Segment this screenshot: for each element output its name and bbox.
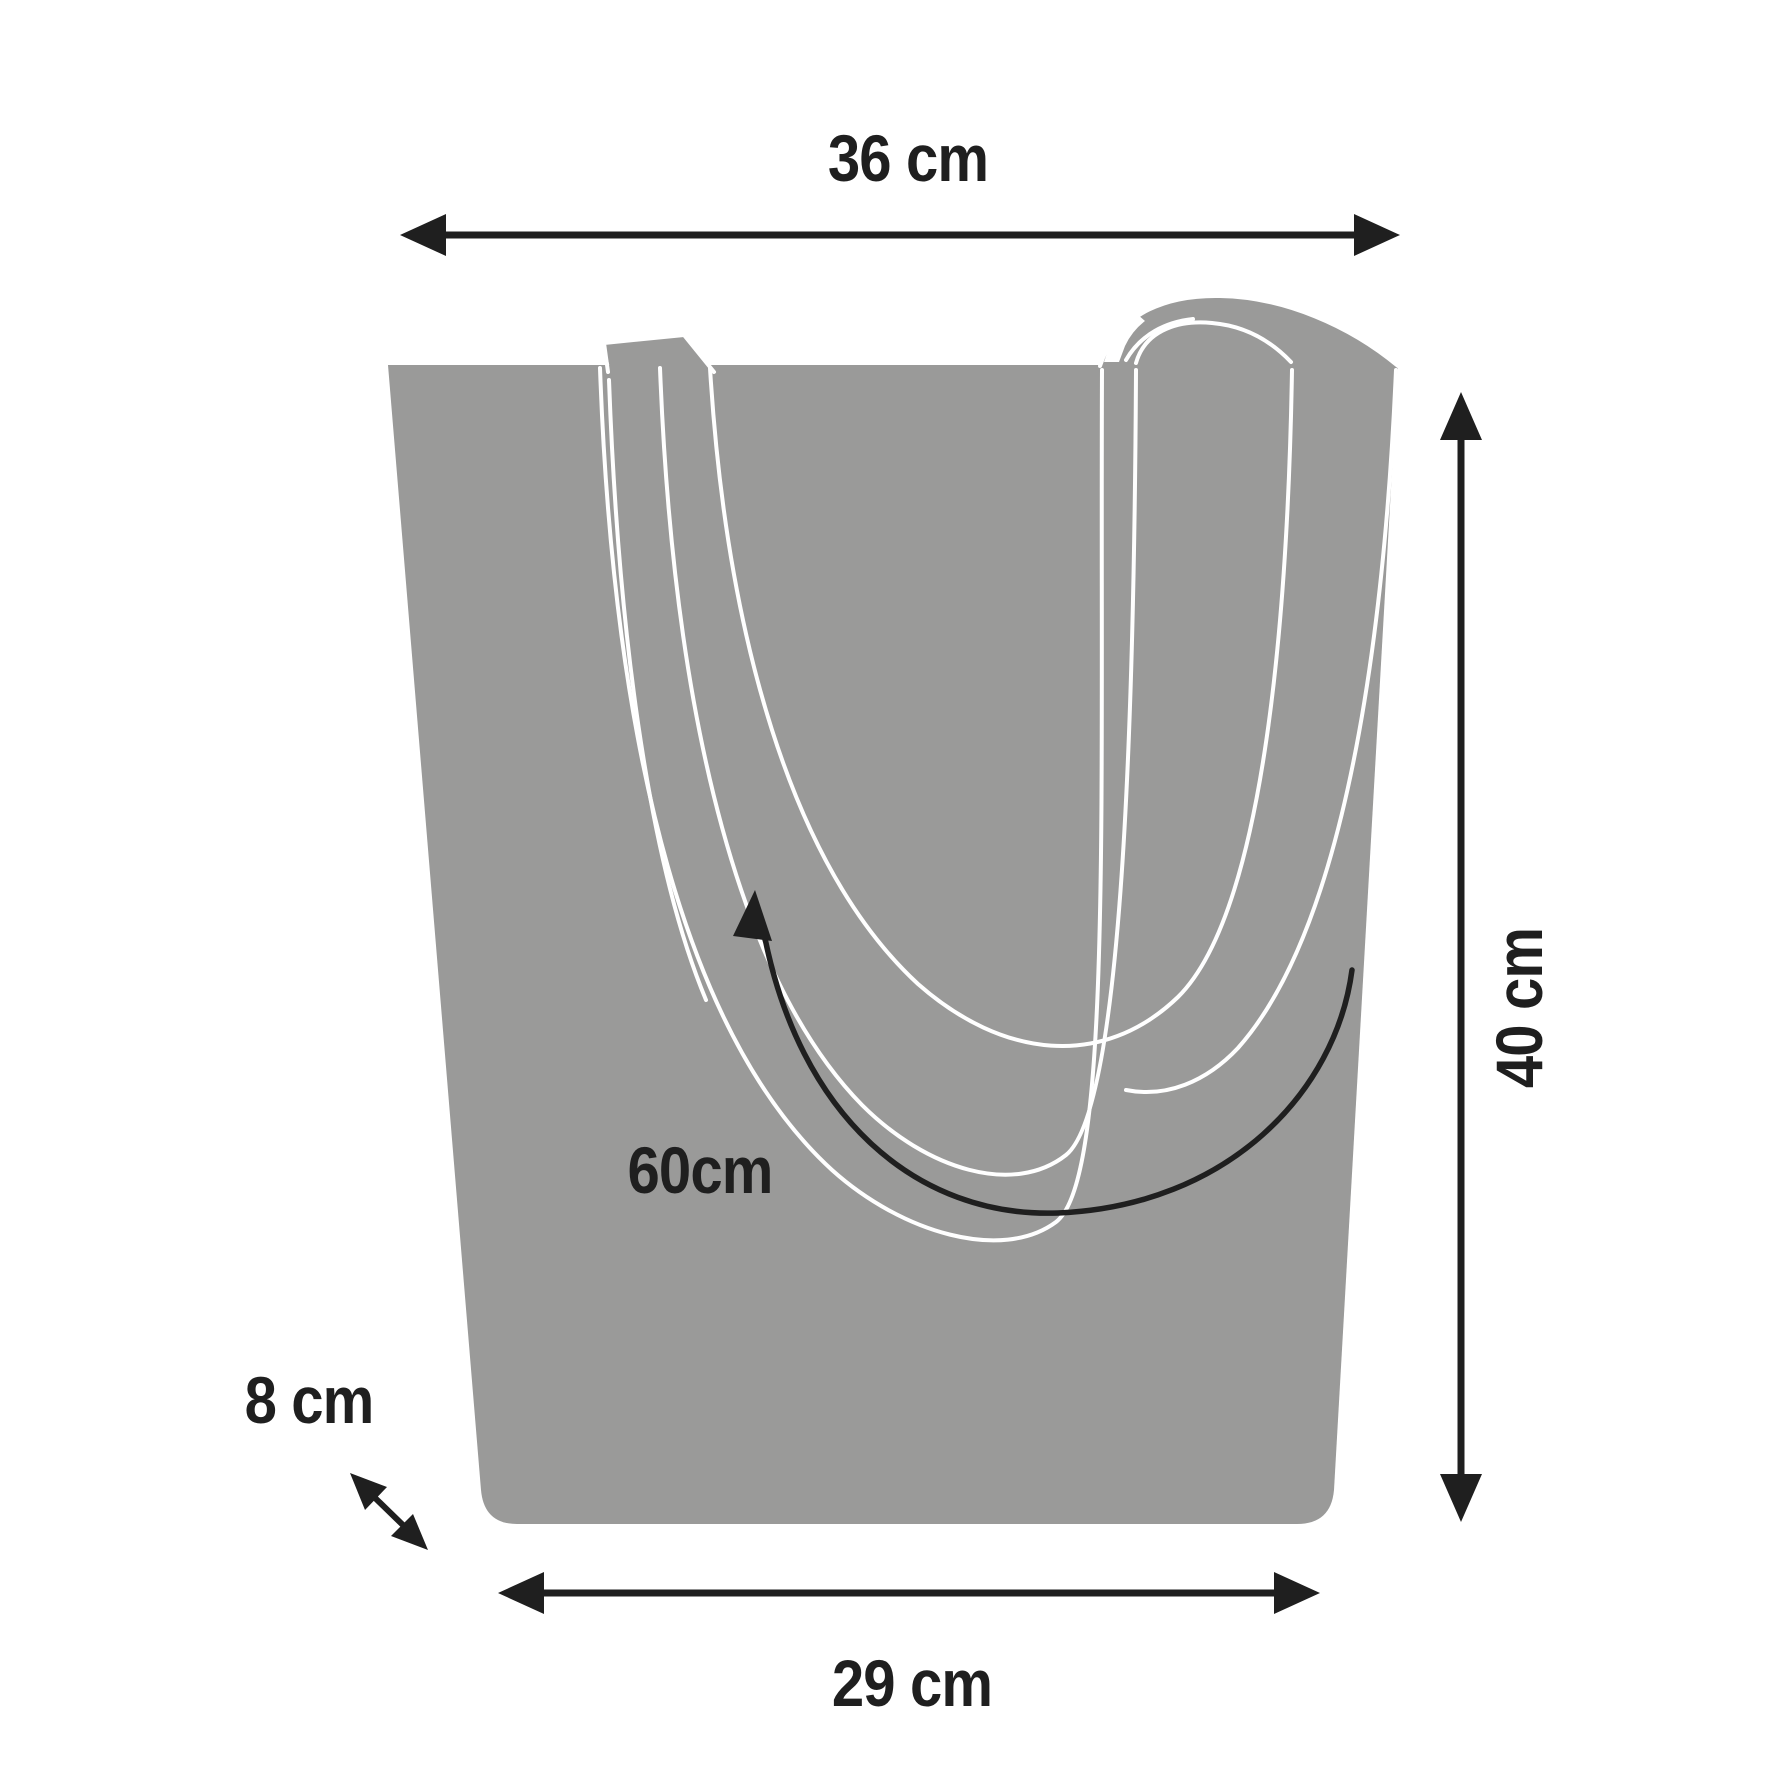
top-width-arrowhead-right — [1354, 214, 1400, 256]
bag-shape — [388, 365, 1398, 1524]
depth-arrow-line — [369, 1492, 409, 1531]
depth-label: 8 cm — [244, 1363, 375, 1437]
handle-arch-inner-edge — [1134, 320, 1293, 365]
depth-arrowhead-lower — [391, 1514, 428, 1550]
left-strap-stub — [601, 332, 716, 374]
handle-length-arrow — [733, 890, 1355, 1216]
handle-arch-back-strap-edge — [1124, 317, 1195, 362]
handle-length-label: 60cm — [627, 1133, 773, 1207]
right-strap-outer-edge — [1124, 368, 1398, 1095]
side-height-label: 40 cm — [1482, 927, 1556, 1089]
left-strap-stub-outline — [601, 332, 716, 374]
depth-arrowhead-upper — [350, 1473, 387, 1510]
top-width-arrowhead-left — [400, 214, 446, 256]
handle-length-arc — [760, 925, 1355, 1216]
handle-arch-outer-edge — [1098, 293, 1400, 368]
bottom-width-label: 29 cm — [831, 1646, 993, 1720]
front-strap-inner-edge — [658, 366, 1138, 1177]
bottom-width-arrow — [498, 1572, 1320, 1614]
left-strap-stub-fill — [604, 335, 713, 368]
handle-arch-gap — [1104, 314, 1145, 362]
side-height-arrowhead-bottom — [1440, 1474, 1482, 1522]
depth-arrow — [350, 1473, 428, 1550]
side-height-arrowhead-top — [1440, 392, 1482, 440]
side-height-arrow — [1440, 392, 1482, 1522]
handle-arch — [1098, 293, 1400, 368]
strap-outlines — [598, 366, 1398, 1243]
bottom-width-arrowhead-right — [1274, 1572, 1320, 1614]
back-strap-edge — [708, 366, 1294, 1048]
top-width-label: 36 cm — [827, 121, 989, 195]
top-width-arrow — [400, 214, 1400, 256]
left-strap-fold-highlight — [607, 378, 708, 1002]
bag-body — [388, 365, 1398, 1524]
bottom-width-arrowhead-left — [498, 1572, 544, 1614]
handle-length-arrowhead — [733, 890, 772, 941]
